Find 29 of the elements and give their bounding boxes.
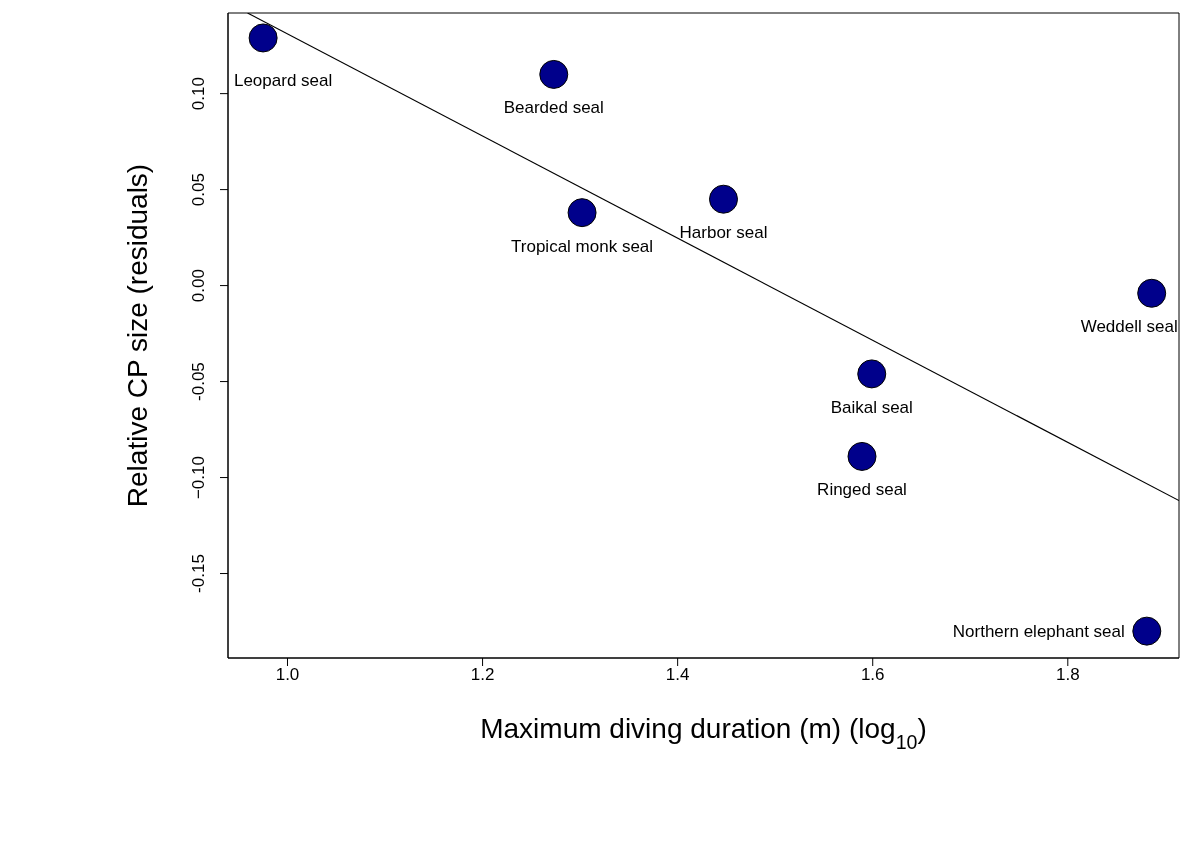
point xyxy=(1132,616,1162,646)
annotation: Baikal seal xyxy=(830,397,913,417)
x-axis-title: Maximum diving duration (m) (log$_{10}$) xyxy=(480,713,927,753)
point xyxy=(248,23,278,53)
annotation: Northern elephant seal xyxy=(952,622,1125,642)
y-tick-label: -0.15 xyxy=(189,554,208,593)
x-tick-label: 1.4 xyxy=(665,665,690,685)
y-tick-label: 0.05 xyxy=(189,173,208,207)
annotation: Tropical monk seal xyxy=(511,236,654,256)
annotation: Ringed seal xyxy=(817,480,907,500)
y-tick-label: 0.00 xyxy=(189,269,208,303)
point xyxy=(709,184,738,214)
annotation: Harbor seal xyxy=(679,223,768,243)
point xyxy=(847,441,877,471)
x-tick-label: 1.8 xyxy=(1055,665,1080,685)
y-tick-label: −0.10 xyxy=(189,456,208,500)
x-tick-label: 1.2 xyxy=(470,665,495,685)
x-tick-label: 1.6 xyxy=(860,665,885,685)
y-axis-title: Relative CP size (residuals) xyxy=(122,163,154,508)
y-tick-label: 0.10 xyxy=(189,77,208,111)
annotation: Leopard seal xyxy=(233,70,333,90)
annotation: Weddell seal xyxy=(1080,317,1178,337)
x-tick-label: 1.0 xyxy=(275,665,300,685)
point xyxy=(1137,278,1167,308)
point xyxy=(857,359,887,389)
y-tick-label: -0.05 xyxy=(189,362,208,401)
annotation: Bearded seal xyxy=(503,98,604,118)
point xyxy=(539,59,569,89)
point xyxy=(567,198,597,228)
